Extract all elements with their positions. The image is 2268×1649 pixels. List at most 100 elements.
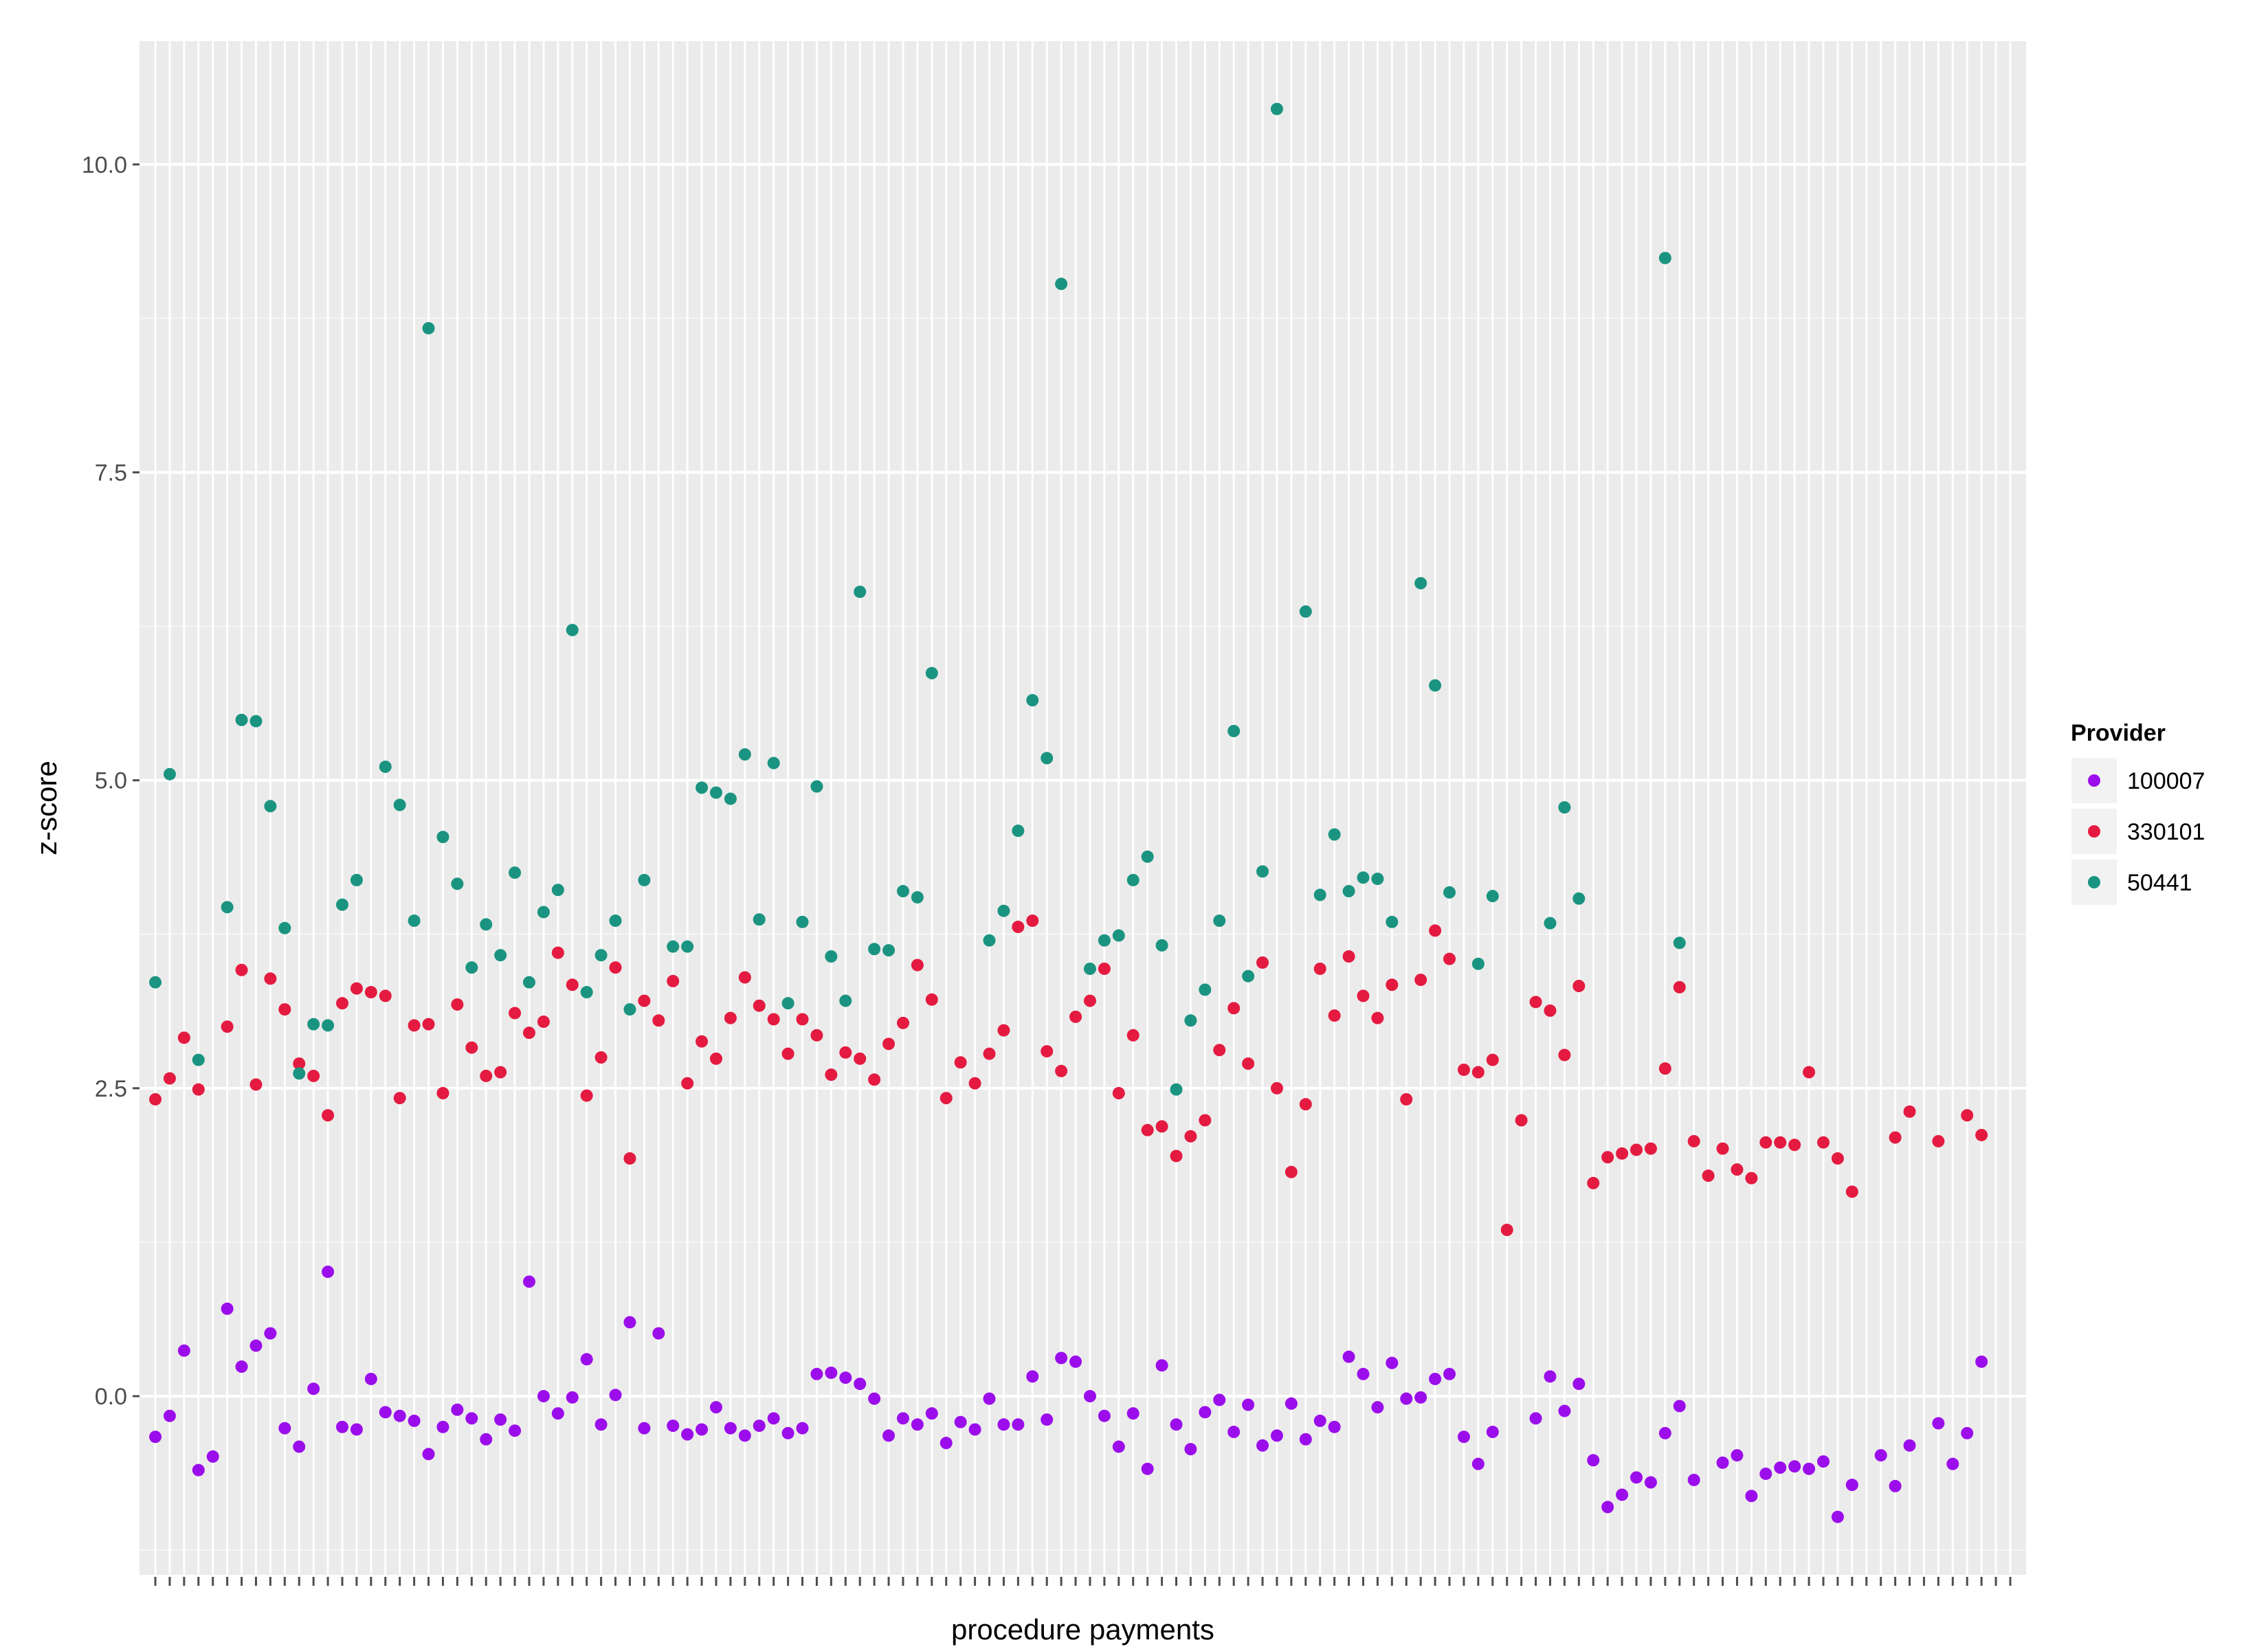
data-points bbox=[149, 102, 1988, 1523]
data-point bbox=[753, 913, 766, 926]
data-point bbox=[781, 997, 794, 1010]
data-point bbox=[1026, 1370, 1039, 1383]
data-point bbox=[436, 1420, 449, 1433]
data-point bbox=[1155, 1120, 1168, 1133]
data-point bbox=[1213, 915, 1226, 928]
data-point bbox=[322, 1019, 335, 1032]
data-point bbox=[1486, 1053, 1499, 1066]
data-point bbox=[1026, 694, 1039, 707]
legend-title: Provider bbox=[2071, 720, 2166, 746]
data-point bbox=[638, 873, 651, 886]
data-point bbox=[1083, 1390, 1096, 1403]
data-point bbox=[1371, 1401, 1384, 1414]
data-point bbox=[1227, 1002, 1241, 1015]
data-point bbox=[1500, 1224, 1513, 1237]
data-point bbox=[854, 1378, 867, 1391]
data-point bbox=[738, 1429, 751, 1442]
data-point bbox=[177, 1344, 190, 1357]
data-point bbox=[264, 972, 277, 985]
data-point bbox=[1342, 950, 1355, 963]
data-point bbox=[1687, 1473, 1700, 1486]
data-point bbox=[1831, 1510, 1844, 1523]
data-point bbox=[494, 1066, 507, 1079]
data-point bbox=[1529, 996, 1542, 1009]
data-point bbox=[968, 1423, 981, 1436]
data-point bbox=[854, 585, 867, 598]
data-point bbox=[1975, 1355, 1988, 1368]
legend-label: 50441 bbox=[2127, 870, 2192, 896]
data-point bbox=[810, 1367, 823, 1380]
data-point bbox=[796, 1422, 809, 1435]
data-point bbox=[509, 1007, 522, 1020]
data-point bbox=[1616, 1488, 1629, 1501]
data-point bbox=[1012, 824, 1025, 838]
data-point bbox=[322, 1265, 335, 1278]
data-point bbox=[1299, 1433, 1312, 1446]
data-point bbox=[192, 1463, 205, 1477]
data-point bbox=[911, 1418, 924, 1431]
data-point bbox=[1055, 1351, 1068, 1365]
data-point bbox=[1328, 1420, 1341, 1433]
data-point bbox=[896, 1016, 909, 1029]
data-point bbox=[1012, 1418, 1025, 1431]
y-tick-label: 10.0 bbox=[82, 152, 127, 178]
data-point bbox=[1313, 1414, 1326, 1427]
data-point bbox=[681, 1428, 694, 1441]
data-point bbox=[149, 976, 162, 989]
data-point bbox=[1256, 956, 1269, 969]
data-point bbox=[781, 1426, 794, 1439]
data-point bbox=[537, 1390, 550, 1403]
data-point bbox=[1644, 1476, 1657, 1489]
data-point bbox=[638, 994, 651, 1007]
data-point bbox=[1572, 1378, 1586, 1391]
data-point bbox=[882, 944, 896, 957]
data-point bbox=[1731, 1449, 1744, 1462]
data-point bbox=[609, 961, 622, 974]
data-point bbox=[1098, 1409, 1111, 1422]
data-point bbox=[767, 1412, 780, 1425]
plot-panel bbox=[140, 41, 2026, 1575]
x-axis bbox=[154, 1577, 2012, 1586]
data-point bbox=[1126, 1407, 1139, 1420]
data-point bbox=[1687, 1134, 1700, 1147]
data-point bbox=[1357, 871, 1370, 884]
series-100007 bbox=[149, 1265, 1988, 1523]
data-point bbox=[868, 1392, 881, 1405]
data-point bbox=[1457, 1431, 1470, 1444]
data-point bbox=[638, 1422, 651, 1435]
data-point bbox=[1256, 1439, 1269, 1452]
data-point bbox=[1357, 989, 1370, 1002]
data-point bbox=[1644, 1142, 1657, 1155]
data-point bbox=[1601, 1151, 1614, 1164]
data-point bbox=[796, 915, 809, 928]
data-point bbox=[393, 1409, 406, 1422]
data-point bbox=[1242, 969, 1255, 983]
data-point bbox=[753, 1420, 766, 1433]
data-point bbox=[494, 949, 507, 962]
data-point bbox=[997, 1418, 1010, 1431]
data-point bbox=[522, 1275, 535, 1288]
data-point bbox=[580, 986, 593, 999]
data-point bbox=[594, 1051, 608, 1064]
data-point bbox=[868, 943, 881, 956]
data-point bbox=[1572, 892, 1586, 905]
data-point bbox=[480, 1433, 493, 1446]
data-point bbox=[1270, 102, 1283, 115]
data-point bbox=[1716, 1142, 1729, 1155]
data-point bbox=[1587, 1454, 1600, 1467]
data-point bbox=[1083, 962, 1096, 975]
data-point bbox=[1313, 962, 1326, 975]
gridlines-x bbox=[154, 41, 2012, 1575]
data-point bbox=[954, 1415, 967, 1428]
data-point bbox=[1270, 1081, 1283, 1095]
data-point bbox=[1658, 1062, 1671, 1075]
data-point bbox=[1386, 978, 1399, 991]
data-point bbox=[1313, 888, 1326, 901]
data-point bbox=[1443, 952, 1456, 965]
legend-label: 330101 bbox=[2127, 819, 2205, 845]
data-point bbox=[1874, 1449, 1887, 1462]
data-point bbox=[1903, 1105, 1916, 1118]
data-point bbox=[1630, 1143, 1643, 1156]
data-point bbox=[825, 1366, 838, 1379]
data-point bbox=[1155, 1359, 1168, 1372]
